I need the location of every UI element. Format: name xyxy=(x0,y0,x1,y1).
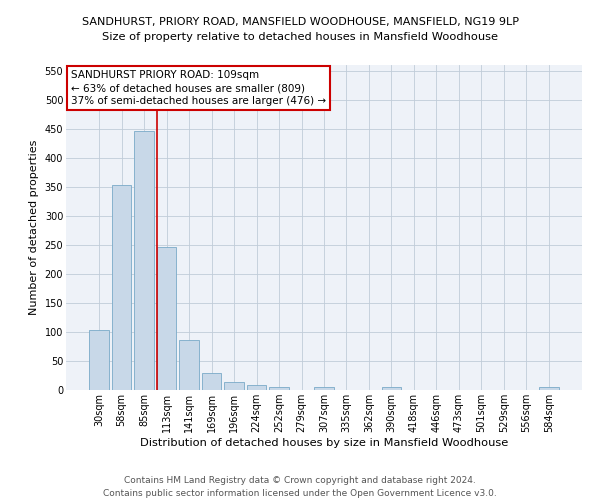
Bar xyxy=(89,330,109,390)
Text: SANDHURST, PRIORY ROAD, MANSFIELD WOODHOUSE, MANSFIELD, NG19 9LP: SANDHURST, PRIORY ROAD, MANSFIELD WOODHO… xyxy=(82,18,518,28)
X-axis label: Distribution of detached houses by size in Mansfield Woodhouse: Distribution of detached houses by size … xyxy=(140,438,508,448)
Text: Size of property relative to detached houses in Mansfield Woodhouse: Size of property relative to detached ho… xyxy=(102,32,498,42)
Bar xyxy=(224,382,244,390)
Bar xyxy=(134,130,154,390)
Bar xyxy=(539,387,559,390)
Text: SANDHURST PRIORY ROAD: 109sqm
← 63% of detached houses are smaller (809)
37% of : SANDHURST PRIORY ROAD: 109sqm ← 63% of d… xyxy=(71,70,326,106)
Bar xyxy=(202,372,221,390)
Bar xyxy=(247,385,266,390)
Bar xyxy=(179,340,199,390)
Bar xyxy=(314,386,334,390)
Bar xyxy=(269,386,289,390)
Bar xyxy=(112,185,131,390)
Y-axis label: Number of detached properties: Number of detached properties xyxy=(29,140,39,315)
Text: Contains HM Land Registry data © Crown copyright and database right 2024.
Contai: Contains HM Land Registry data © Crown c… xyxy=(103,476,497,498)
Bar xyxy=(157,247,176,390)
Bar xyxy=(382,386,401,390)
